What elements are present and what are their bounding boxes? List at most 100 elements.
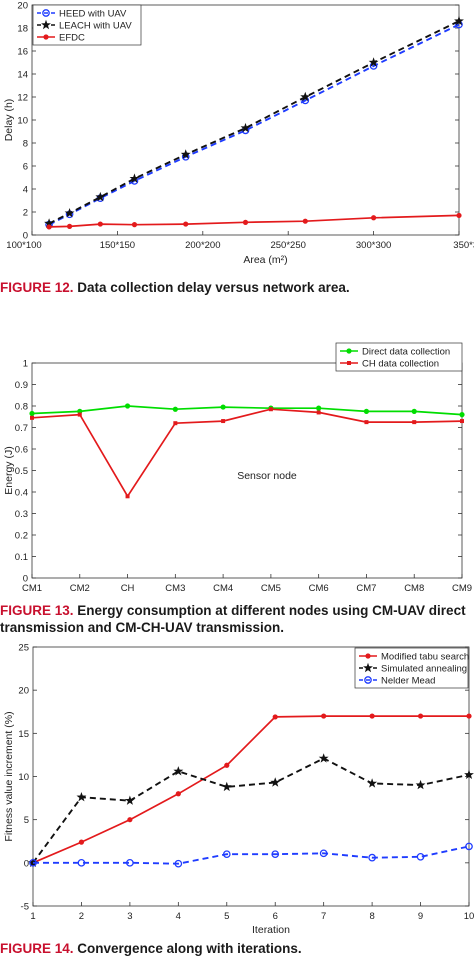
series-2-point-5 — [242, 219, 249, 225]
series-2-point-6 — [302, 218, 308, 224]
series-2-line — [49, 214, 460, 228]
x-tick-label: 300*300 — [356, 240, 391, 251]
series-2-point-8 — [456, 212, 462, 219]
series-1-point-6 — [300, 91, 311, 102]
x-tick-label: 250*250 — [270, 240, 305, 251]
legend-item-1-marker — [363, 662, 373, 673]
legend-label-0: Direct data collection — [362, 347, 450, 358]
y-axis-label: Energy (J) — [3, 446, 15, 494]
legend-box — [335, 342, 463, 372]
series-1-point-0 — [44, 218, 54, 228]
series-0-line — [48, 23, 460, 226]
series-2-point-2 — [97, 221, 103, 227]
legend-label-0: HEED with UAV — [59, 9, 127, 20]
y-tick-label: 1 — [23, 359, 28, 370]
series-2-point-3 — [131, 222, 138, 228]
legend-item-2-marker — [43, 34, 49, 40]
series-0-line — [31, 405, 463, 416]
series-0-point-1 — [78, 839, 85, 845]
legend-label-2: Nelder Mead — [381, 676, 435, 687]
y-tick-label: 0 — [23, 574, 28, 585]
y-tick-label: 12 — [17, 93, 28, 104]
series-1-point-4 — [221, 419, 226, 424]
series-1-point-1 — [77, 412, 82, 417]
legend-label-1: CH data collection — [362, 359, 439, 370]
series-0-point-8 — [417, 713, 424, 719]
series-0-point-4 — [220, 404, 226, 410]
series-2-point-1 — [66, 223, 73, 229]
y-axis-label: Delay (h) — [3, 99, 15, 142]
figure-12-caption: FIGURE 12. Data collection delay versus … — [0, 279, 474, 296]
x-axis-label: Iteration — [252, 924, 290, 936]
series-0-point-3 — [175, 791, 181, 797]
series-0-point-2 — [124, 403, 131, 409]
series-1-point-1 — [64, 208, 75, 218]
series-1-line — [48, 20, 460, 225]
x-tick-label: CM5 — [261, 583, 281, 594]
series-1-point-7 — [368, 57, 379, 67]
y-tick-label: 0.8 — [15, 402, 28, 413]
legend-label-1: Simulated annealing — [381, 664, 467, 675]
legend-item-1-marker — [41, 19, 51, 30]
x-tick-label: 1 — [30, 911, 35, 922]
series-1-point-3 — [173, 421, 178, 426]
series-1-point-4 — [221, 781, 232, 792]
series-2-line — [33, 845, 470, 865]
y-axis-label: Fitness value increment (%) — [3, 711, 15, 841]
series-0-point-3 — [172, 406, 178, 412]
series-2-point-9 — [465, 842, 473, 851]
x-tick-label: 6 — [273, 911, 278, 922]
y-tick-label: 15 — [18, 729, 29, 740]
y-tick-label: 0.4 — [15, 488, 28, 499]
series-2-point-8 — [416, 852, 425, 861]
series-1-point-9 — [464, 769, 474, 779]
series-0-point-6 — [316, 405, 322, 411]
y-tick-label: 0 — [24, 858, 29, 869]
x-axis-label: Area (m²) — [243, 254, 287, 266]
figure-13-caption: FIGURE 13. Energy consumption at differe… — [0, 602, 474, 636]
y-tick-label: 4 — [23, 185, 28, 196]
series-1-point-4 — [180, 149, 191, 159]
x-tick-label: CM7 — [356, 583, 376, 594]
y-tick-label: 6 — [23, 162, 28, 173]
x-tick-label: CH — [121, 583, 135, 594]
series-1-point-8 — [454, 15, 464, 26]
y-tick-label: 0 — [23, 231, 28, 242]
x-tick-label: CM6 — [309, 583, 329, 594]
figure-12-text: Data collection delay versus network are… — [77, 280, 350, 295]
series-1-point-9 — [460, 419, 464, 424]
legend-label-0: Modified tabu search — [381, 652, 469, 663]
x-axis-label: Sensor node — [237, 470, 297, 482]
y-tick-label: 10 — [18, 772, 29, 783]
x-tick-label: 5 — [224, 911, 229, 922]
series-0-point-2 — [127, 817, 133, 823]
x-tick-label: CM9 — [452, 583, 472, 594]
series-1-point-8 — [415, 779, 426, 790]
series-0-point-5 — [272, 714, 278, 720]
y-tick-label: -5 — [21, 902, 29, 913]
y-tick-label: 0.1 — [15, 552, 28, 563]
x-tick-label: CM4 — [213, 583, 233, 594]
delay-vs-area-chart: 0 2 4 6 8 10 12 14 16 18 20 Delay (h) 100*100 150*150… — [3, 1, 474, 267]
y-tick-label: 5 — [24, 815, 29, 826]
figure-13-label: FIGURE 13. — [0, 603, 74, 618]
series-1-point-5 — [270, 777, 281, 787]
series-0-point-7 — [363, 408, 370, 414]
series-0-point-0 — [29, 410, 35, 417]
x-tick-label: 200*200 — [185, 240, 220, 251]
x-tick-label: CM3 — [165, 583, 185, 594]
x-tick-label: 9 — [418, 911, 423, 922]
legend-label-1: LEACH with UAV — [59, 21, 132, 32]
series-1-point-1 — [76, 792, 87, 802]
y-tick-label: 0.6 — [15, 445, 28, 456]
y-tick-label: 18 — [17, 24, 28, 35]
legend-box — [354, 647, 469, 689]
series-2-point-4 — [183, 221, 189, 227]
series-1-point-2 — [95, 191, 106, 202]
energy-consumption-chart: 0 0.1 0.2 0.3 0.4 0.5 0.6 0.7 0.8 0.9 1 Energy (J) C… — [3, 342, 472, 594]
series-0-point-6 — [321, 713, 327, 719]
